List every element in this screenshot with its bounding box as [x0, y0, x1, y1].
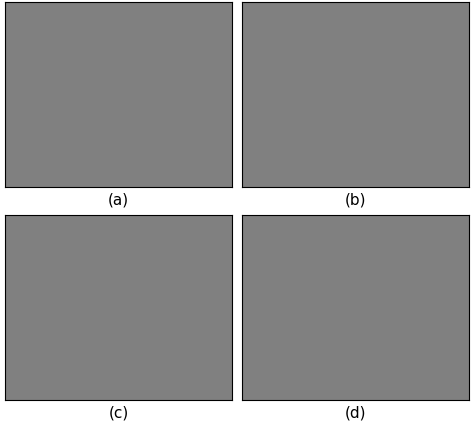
X-axis label: (a): (a) — [108, 193, 129, 208]
X-axis label: (c): (c) — [109, 406, 129, 421]
X-axis label: (b): (b) — [345, 193, 366, 208]
X-axis label: (d): (d) — [345, 406, 366, 421]
